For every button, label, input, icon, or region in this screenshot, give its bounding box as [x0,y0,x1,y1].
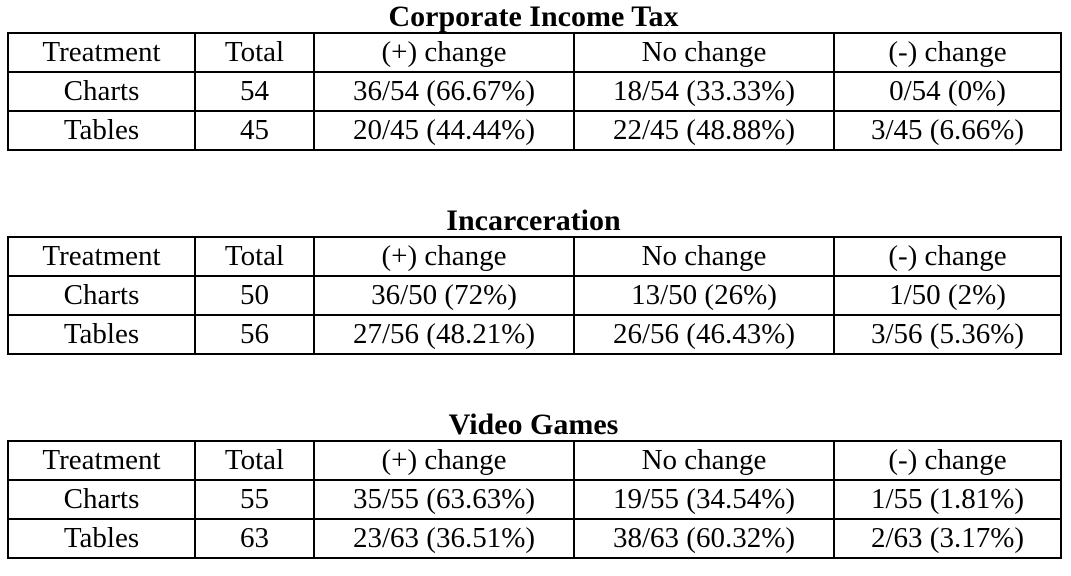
table-cell: 35/55 (63.63%) [313,479,575,520]
table-cell: 45 [194,110,315,151]
column-header-total: Total [194,236,315,277]
column-header-no-change: No change [573,236,835,277]
column-header-positive-change: (+) change [313,440,575,481]
column-header-treatment: Treatment [7,440,196,481]
results-table: Treatment Total (+) change No change (-)… [7,440,1062,559]
table-row: Charts 50 36/50 (72%) 13/50 (26%) 1/50 (… [7,275,1062,316]
table-cell: Charts [7,275,196,316]
results-table: Treatment Total (+) change No change (-)… [7,32,1062,151]
column-header-total: Total [194,440,315,481]
table-cell: 1/55 (1.81%) [833,479,1062,520]
table-cell: Charts [7,479,196,520]
table-cell: 50 [194,275,315,316]
table-cell: 63 [194,518,315,559]
column-header-negative-change: (-) change [833,236,1062,277]
table-cell: Tables [7,518,196,559]
column-header-no-change: No change [573,32,835,73]
header-row: Treatment Total (+) change No change (-)… [7,32,1062,73]
table-row: Charts 55 35/55 (63.63%) 19/55 (34.54%) … [7,479,1062,520]
table-cell: 36/50 (72%) [313,275,575,316]
table-cell: Tables [7,314,196,355]
table-cell: 20/45 (44.44%) [313,110,575,151]
table-cell: 13/50 (26%) [573,275,835,316]
table-cell: Charts [7,71,196,112]
table-cell: 3/45 (6.66%) [833,110,1062,151]
table-cell: 1/50 (2%) [833,275,1062,316]
table-title: Video Games [448,408,619,441]
table-cell: 36/54 (66.67%) [313,71,575,112]
table-cell: 26/56 (46.43%) [573,314,835,355]
table-row: Tables 45 20/45 (44.44%) 22/45 (48.88%) … [7,110,1062,151]
table-cell: 3/56 (5.36%) [833,314,1062,355]
table-row: Charts 54 36/54 (66.67%) 18/54 (33.33%) … [7,71,1062,112]
table-cell: 2/63 (3.17%) [833,518,1062,559]
header-row: Treatment Total (+) change No change (-)… [7,440,1062,481]
column-header-negative-change: (-) change [833,440,1062,481]
column-header-no-change: No change [573,440,835,481]
table-title: Corporate Income Tax [388,0,679,33]
table-cell: 55 [194,479,315,520]
column-header-negative-change: (-) change [833,32,1062,73]
table-cell: Tables [7,110,196,151]
table-cell: 18/54 (33.33%) [573,71,835,112]
header-row: Treatment Total (+) change No change (-)… [7,236,1062,277]
table-cell: 27/56 (48.21%) [313,314,575,355]
column-header-total: Total [194,32,315,73]
column-header-positive-change: (+) change [313,32,575,73]
table-cell: 38/63 (60.32%) [573,518,835,559]
column-header-treatment: Treatment [7,236,196,277]
table-cell: 23/63 (36.51%) [313,518,575,559]
table-row: Tables 56 27/56 (48.21%) 26/56 (46.43%) … [7,314,1062,355]
table-cell: 19/55 (34.54%) [573,479,835,520]
table-cell: 22/45 (48.88%) [573,110,835,151]
table-row: Tables 63 23/63 (36.51%) 38/63 (60.32%) … [7,518,1062,559]
table-cell: 56 [194,314,315,355]
table-cell: 54 [194,71,315,112]
column-header-positive-change: (+) change [313,236,575,277]
table-cell: 0/54 (0%) [833,71,1062,112]
column-header-treatment: Treatment [7,32,196,73]
table-title: Incarceration [446,204,621,237]
results-table: Treatment Total (+) change No change (-)… [7,236,1062,355]
